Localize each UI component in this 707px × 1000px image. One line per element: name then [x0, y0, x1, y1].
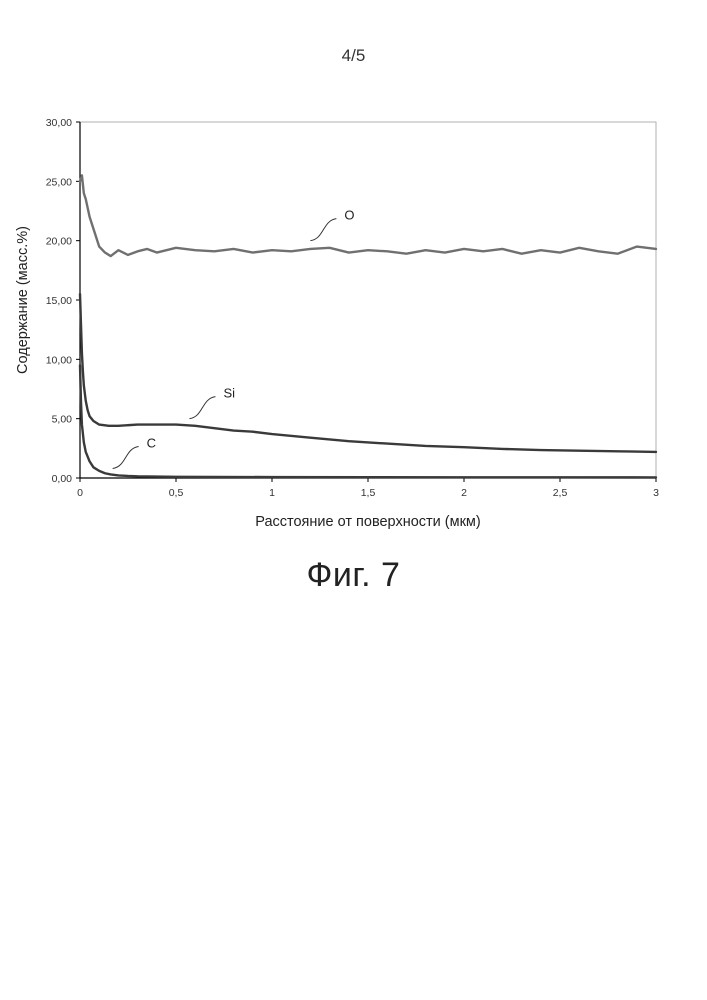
y-tick-label: 0,00 [52, 473, 73, 485]
line-chart: 0,00 5,00 10,00 15,00 20,00 25,00 30,00 0 0,5 1 1… [0, 100, 707, 540]
y-axis-title: Содержание (масс.%) [15, 226, 31, 374]
x-tick-label: 2 [461, 487, 467, 499]
series-label-c: C [147, 436, 156, 451]
series-label-si: Si [223, 386, 235, 401]
y-tick-label: 15,00 [46, 295, 72, 307]
y-tick-label: 30,00 [46, 117, 72, 129]
x-tick-label: 3 [653, 487, 659, 499]
figure-caption: Фиг. 7 [0, 556, 707, 595]
x-tick-label: 0,5 [169, 487, 184, 499]
x-tick-label: 1 [269, 487, 275, 499]
x-tick-label: 1,5 [361, 487, 376, 499]
y-tick-label: 25,00 [46, 176, 72, 188]
y-tick-label: 5,00 [52, 414, 73, 426]
y-ticks: 0,00 5,00 10,00 15,00 20,00 25,00 30,00 [46, 117, 80, 485]
page-number: 4/5 [0, 46, 707, 66]
x-tick-label: 0 [77, 487, 83, 499]
y-tick-label: 20,00 [46, 236, 72, 248]
series-label-o: O [344, 208, 354, 223]
x-axis-title: Расстояние от поверхности (мкм) [255, 514, 480, 530]
x-tick-label: 2,5 [553, 487, 568, 499]
x-ticks: 0 0,5 1 1,5 2 2,5 3 [77, 478, 659, 499]
y-tick-label: 10,00 [46, 354, 72, 366]
